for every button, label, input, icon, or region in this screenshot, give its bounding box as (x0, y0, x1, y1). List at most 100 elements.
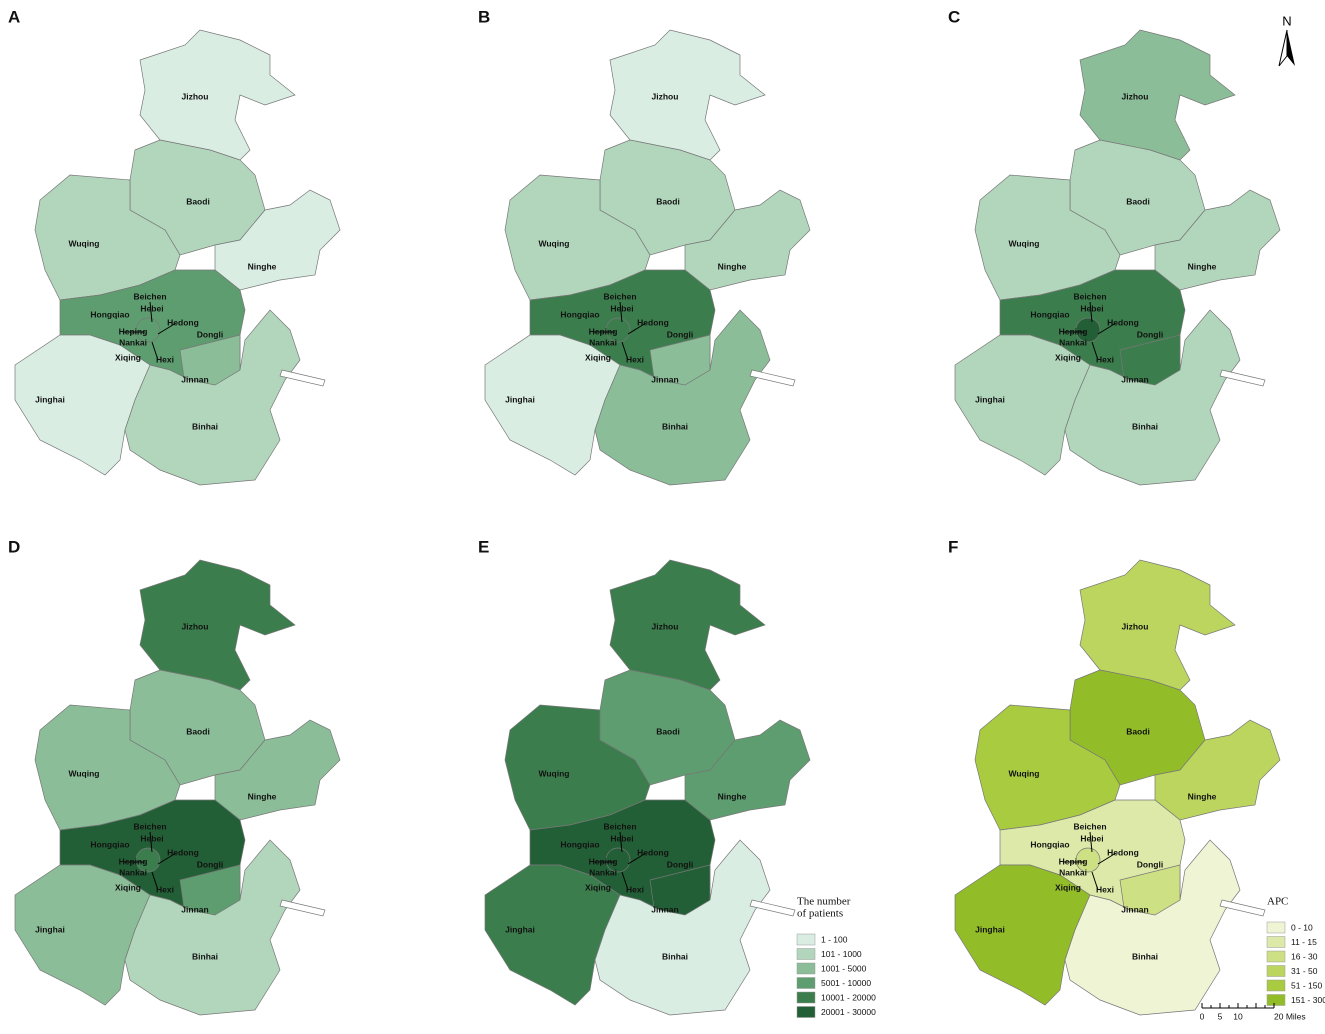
district (1064, 309, 1241, 486)
pointer (627, 322, 647, 335)
district-label: Jizhou (652, 91, 679, 101)
district-label: Heping (1059, 326, 1088, 336)
legend-label: 11 - 15 (1291, 937, 1317, 947)
panel-label: E (478, 537, 489, 556)
panel-label: C (948, 7, 960, 26)
district-label: Hedong (1107, 847, 1139, 857)
panel-label: B (478, 7, 490, 26)
legend-label: 10001 - 20000 (821, 992, 876, 1002)
legend-label: 151 - 300 (1291, 995, 1325, 1005)
district-label: Nankai (1059, 867, 1087, 877)
district (135, 317, 161, 343)
pointer (619, 831, 623, 853)
district-label: Binhai (662, 421, 688, 431)
district-label: Jinnan (1121, 904, 1148, 914)
district-label: Hebei (610, 833, 633, 843)
district-label: Hexi (156, 354, 174, 364)
district (124, 839, 301, 1016)
legend-title: of patients (797, 908, 843, 920)
district-label: Jinghai (505, 394, 535, 404)
district-label: Jizhou (182, 621, 209, 631)
map-panel: D Jizhou Baodi Wuqing Ninghe Xiqing Jinnan Jing… (8, 537, 341, 1016)
district-label: Baodi (656, 196, 680, 206)
district (609, 559, 766, 691)
district-label: Hedong (637, 847, 669, 857)
legend-swatch (1266, 921, 1286, 934)
district-label: Hongqiao (560, 309, 599, 319)
district (594, 309, 771, 486)
district-label: Heping (119, 326, 148, 336)
district (605, 317, 631, 343)
district-label: Hexi (626, 354, 644, 364)
legend-swatch (796, 948, 816, 960)
district-label: Heping (1059, 856, 1088, 866)
district-label: Jizhou (652, 621, 679, 631)
legend-label: 1001 - 5000 (821, 963, 867, 973)
district-label: Wuqing (1009, 768, 1040, 778)
district-label: Nankai (589, 867, 617, 877)
pointer (621, 871, 629, 891)
port (749, 899, 796, 917)
district-label: Xiqing (585, 352, 611, 362)
district-label: Jinnan (181, 904, 208, 914)
pointer (621, 341, 629, 361)
pointer (151, 341, 159, 361)
district-label: Hedong (1107, 317, 1139, 327)
panel-label: A (8, 7, 20, 26)
legend-label: 51 - 150 (1291, 980, 1322, 990)
panel-label: D (8, 537, 20, 556)
district-label: Xiqing (1055, 352, 1081, 362)
district-label: Nankai (119, 337, 147, 347)
district-label: Binhai (1132, 951, 1158, 961)
scale-label: 20 Miles (1274, 1011, 1306, 1021)
district-label: Jizhou (182, 91, 209, 101)
district (594, 839, 771, 1016)
district-label: Hexi (1096, 884, 1114, 894)
scale-label: 5 (1218, 1011, 1223, 1021)
legend-label: 5001 - 10000 (821, 978, 871, 988)
legend-title: APC (1267, 896, 1288, 908)
legend-swatch (1266, 994, 1286, 1006)
district-label: Beichen (133, 821, 166, 831)
district-label: Hebei (610, 303, 633, 313)
district-label: Beichen (603, 291, 636, 301)
district-label: Hongqiao (560, 839, 599, 849)
legend-label: 16 - 30 (1291, 951, 1318, 961)
pointer (1089, 301, 1093, 323)
district-label: Hexi (1096, 354, 1114, 364)
legend-swatch (1266, 965, 1286, 977)
district-label: Jinghai (35, 924, 65, 934)
legend: APC 0 - 10 11 - 15 16 - 30 31 - 50 51 - 150 15… (1266, 896, 1325, 1006)
pointer (1091, 871, 1099, 891)
district-label: Dongli (1137, 329, 1163, 339)
pointer (149, 831, 153, 853)
district-label: Ninghe (248, 791, 277, 801)
legend-label: 31 - 50 (1291, 966, 1318, 976)
district (605, 847, 631, 873)
district-label: Hongqiao (1030, 309, 1069, 319)
district-label: Hongqiao (90, 839, 129, 849)
pointer (149, 301, 153, 323)
legend-swatch (796, 933, 816, 946)
district-label: Hongqiao (90, 309, 129, 319)
arrow-left (1278, 29, 1288, 67)
district-label: Baodi (1126, 726, 1150, 736)
scale-label: 0 (1200, 1011, 1205, 1021)
district-label: Xiqing (1055, 882, 1081, 892)
district-label: Baodi (186, 726, 210, 736)
legend-label: 1 - 100 (821, 934, 848, 944)
district-label: Hebei (140, 303, 163, 313)
legend-swatch (1266, 979, 1286, 992)
district (609, 29, 766, 161)
district-label: Beichen (133, 291, 166, 301)
pointer (1089, 831, 1093, 853)
district-label: Wuqing (1009, 238, 1040, 248)
district-label: Ninghe (718, 261, 747, 271)
legend-label: 101 - 1000 (821, 949, 862, 959)
map-panel: A Jizhou Baodi Wuqing Ninghe Xiqing Jinnan Jing… (8, 7, 341, 486)
district-label: Wuqing (539, 238, 570, 248)
district-label: Jinghai (505, 924, 535, 934)
district (1079, 29, 1236, 161)
map-panel: F Jizhou Baodi Wuqing Ninghe Xiqing Jinnan Jing… (948, 537, 1325, 1021)
pointer (151, 871, 159, 891)
